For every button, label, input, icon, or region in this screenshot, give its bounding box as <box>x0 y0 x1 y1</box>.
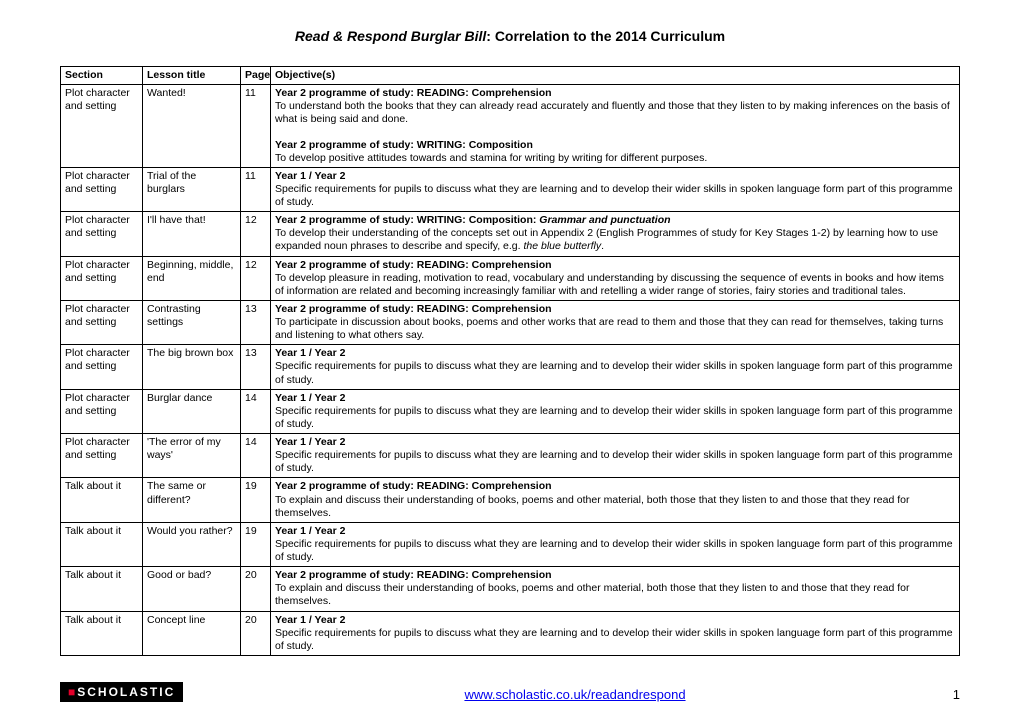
objective-body: To develop positive attitudes towards an… <box>275 152 955 165</box>
cell-lesson: Would you rather? <box>143 522 241 566</box>
objective-heading: Year 1 / Year 2 <box>275 525 955 538</box>
cell-page: 12 <box>241 212 271 256</box>
cell-section: Talk about it <box>61 478 143 522</box>
table-row: Plot character and settingThe big brown … <box>61 345 960 389</box>
table-header-row: Section Lesson title Page Objective(s) <box>61 67 960 85</box>
title-rest: : Correlation to the 2014 Curriculum <box>486 28 725 44</box>
table-row: Plot character and settingI'll have that… <box>61 212 960 256</box>
objective-heading: Year 2 programme of study: READING: Comp… <box>275 569 955 582</box>
cell-section: Talk about it <box>61 611 143 655</box>
cell-objectives: Year 1 / Year 2Specific requirements for… <box>271 434 960 478</box>
table-row: Talk about itConcept line20Year 1 / Year… <box>61 611 960 655</box>
cell-lesson: Good or bad? <box>143 567 241 611</box>
objective-heading: Year 1 / Year 2 <box>275 347 955 360</box>
objective-body: Specific requirements for pupils to disc… <box>275 627 955 653</box>
cell-section: Talk about it <box>61 567 143 611</box>
objective-body: Specific requirements for pupils to disc… <box>275 183 955 209</box>
objective-body: Specific requirements for pupils to disc… <box>275 449 955 475</box>
objective-body: To understand both the books that they c… <box>275 100 955 126</box>
cell-lesson: Concept line <box>143 611 241 655</box>
cell-section: Plot character and setting <box>61 345 143 389</box>
cell-page: 20 <box>241 567 271 611</box>
objective-heading: Year 1 / Year 2 <box>275 614 955 627</box>
cell-page: 14 <box>241 389 271 433</box>
table-row: Talk about itGood or bad?20 Year 2 progra… <box>61 567 960 611</box>
cell-objectives: Year 2 programme of study: READING: Comp… <box>271 478 960 522</box>
page-footer: ■SCHOLASTIC www.scholastic.co.uk/readand… <box>60 662 960 702</box>
cell-section: Plot character and setting <box>61 256 143 300</box>
table-row: Talk about itWould you rather?19Year 1 /… <box>61 522 960 566</box>
cell-objectives: Year 1 / Year 2Specific requirements for… <box>271 611 960 655</box>
objective-heading: Year 1 / Year 2 <box>275 436 955 449</box>
cell-objectives: Year 2 programme of study: READING: Comp… <box>271 256 960 300</box>
objective-body: To develop their understanding of the co… <box>275 227 955 253</box>
cell-section: Plot character and setting <box>61 434 143 478</box>
cell-lesson: Beginning, middle, end <box>143 256 241 300</box>
objective-heading: Year 2 programme of study: READING: Comp… <box>275 480 955 493</box>
col-section: Section <box>61 67 143 85</box>
table-row: Plot character and settingContrasting se… <box>61 300 960 344</box>
cell-objectives: Year 1 / Year 2Specific requirements for… <box>271 345 960 389</box>
objective-heading: Year 2 programme of study: WRITING: Comp… <box>275 214 955 227</box>
objective-body: Specific requirements for pupils to disc… <box>275 360 955 386</box>
objective-body: Specific requirements for pupils to disc… <box>275 538 955 564</box>
objective-heading: Year 1 / Year 2 <box>275 170 955 183</box>
cell-objectives: Year 1 / Year 2Specific requirements for… <box>271 522 960 566</box>
cell-objectives: Year 1 / Year 2Specific requirements for… <box>271 389 960 433</box>
curriculum-table: Section Lesson title Page Objective(s) P… <box>60 66 960 656</box>
cell-section: Plot character and setting <box>61 389 143 433</box>
cell-page: 11 <box>241 167 271 211</box>
page-title: Read & Respond Burglar Bill: Correlation… <box>60 28 960 44</box>
cell-section: Talk about it <box>61 522 143 566</box>
cell-objectives: Year 2 programme of study: READING: Comp… <box>271 300 960 344</box>
objective-body: Specific requirements for pupils to disc… <box>275 405 955 431</box>
cell-objectives: Year 2 programme of study: READING: Comp… <box>271 567 960 611</box>
objective-body: To explain and discuss their understandi… <box>275 494 955 520</box>
objective-heading: Year 2 programme of study: READING: Comp… <box>275 87 955 100</box>
cell-page: 11 <box>241 85 271 168</box>
table-row: Plot character and settingBeginning, mid… <box>61 256 960 300</box>
objective-body: To participate in discussion about books… <box>275 316 955 342</box>
page-number: 1 <box>940 687 960 702</box>
cell-lesson: 'The error of my ways' <box>143 434 241 478</box>
table-row: Plot character and setting'The error of … <box>61 434 960 478</box>
cell-page: 20 <box>241 611 271 655</box>
cell-objectives: Year 2 programme of study: READING: Comp… <box>271 85 960 168</box>
cell-lesson: Trial of the burglars <box>143 167 241 211</box>
cell-lesson: I'll have that! <box>143 212 241 256</box>
table-row: Plot character and settingWanted!11 Year … <box>61 85 960 168</box>
cell-section: Plot character and setting <box>61 300 143 344</box>
objective-heading: Year 2 programme of study: READING: Comp… <box>275 259 955 272</box>
cell-lesson: The big brown box <box>143 345 241 389</box>
col-page: Page <box>241 67 271 85</box>
cell-objectives: Year 1 / Year 2Specific requirements for… <box>271 167 960 211</box>
cell-section: Plot character and setting <box>61 212 143 256</box>
cell-lesson: Burglar dance <box>143 389 241 433</box>
scholastic-logo: ■SCHOLASTIC <box>60 682 183 702</box>
col-lesson: Lesson title <box>143 67 241 85</box>
cell-page: 19 <box>241 522 271 566</box>
objective-heading: Year 1 / Year 2 <box>275 392 955 405</box>
table-row: Talk about itThe same or different?19 Yea… <box>61 478 960 522</box>
cell-page: 13 <box>241 345 271 389</box>
cell-lesson: Wanted! <box>143 85 241 168</box>
objective-heading: Year 2 programme of study: READING: Comp… <box>275 303 955 316</box>
objective-body: To explain and discuss their understandi… <box>275 582 955 608</box>
objective-body: To develop pleasure in reading, motivati… <box>275 272 955 298</box>
cell-lesson: Contrasting settings <box>143 300 241 344</box>
cell-page: 12 <box>241 256 271 300</box>
cell-page: 19 <box>241 478 271 522</box>
table-row: Plot character and settingTrial of the b… <box>61 167 960 211</box>
cell-page: 13 <box>241 300 271 344</box>
table-row: Plot character and settingBurglar dance1… <box>61 389 960 433</box>
objective-heading: Year 2 programme of study: WRITING: Comp… <box>275 139 955 152</box>
cell-section: Plot character and setting <box>61 85 143 168</box>
cell-section: Plot character and setting <box>61 167 143 211</box>
cell-page: 14 <box>241 434 271 478</box>
title-italic: Read & Respond Burglar Bill <box>295 28 486 44</box>
footer-link[interactable]: www.scholastic.co.uk/readandrespond <box>210 687 940 702</box>
cell-objectives: Year 2 programme of study: WRITING: Comp… <box>271 212 960 256</box>
cell-lesson: The same or different? <box>143 478 241 522</box>
col-objectives: Objective(s) <box>271 67 960 85</box>
